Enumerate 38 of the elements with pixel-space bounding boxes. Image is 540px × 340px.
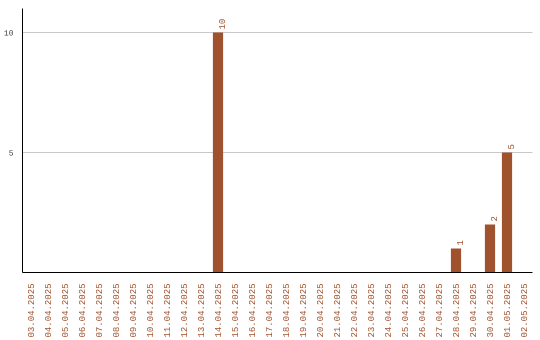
x-tick-label: 18.04.2025	[282, 283, 292, 338]
x-tick-label: 04.04.2025	[44, 283, 54, 338]
data-label: 1	[456, 240, 466, 246]
bar	[450, 248, 462, 272]
x-tick-label: 07.04.2025	[95, 283, 105, 338]
x-tick-label: 21.04.2025	[333, 283, 343, 338]
data-label: 2	[490, 216, 500, 222]
x-tick-label: 10.04.2025	[146, 283, 156, 338]
x-tick-label: 14.04.2025	[214, 283, 224, 338]
x-tick-label: 15.04.2025	[231, 283, 241, 338]
x-tick-label: 11.04.2025	[163, 283, 173, 338]
x-tick-label: 05.04.2025	[61, 283, 71, 338]
bar	[212, 32, 224, 272]
x-tick-label: 23.04.2025	[367, 283, 377, 338]
x-tick-label: 16.04.2025	[248, 283, 258, 338]
x-tick-label: 08.04.2025	[112, 283, 122, 338]
x-tick-label: 22.04.2025	[350, 283, 360, 338]
x-tick-label: 13.04.2025	[197, 283, 207, 338]
x-tick-label: 24.04.2025	[384, 283, 394, 338]
x-tick-label: 01.05.2025	[503, 283, 513, 338]
x-tick-label: 03.04.2025	[27, 283, 37, 338]
x-tick-label: 09.04.2025	[129, 283, 139, 338]
bar	[502, 152, 512, 272]
x-tick-label: 27.04.2025	[435, 283, 445, 338]
x-tick-label: 20.04.2025	[316, 283, 326, 338]
x-tick-label: 17.04.2025	[265, 283, 275, 338]
x-tick-label: 02.05.2025	[520, 283, 530, 338]
data-label: 5	[507, 144, 517, 150]
x-tick-label: 28.04.2025	[452, 283, 462, 338]
x-tick-label: 26.04.2025	[418, 283, 428, 338]
x-tick-label: 25.04.2025	[401, 283, 411, 338]
x-tick-label: 29.04.2025	[469, 283, 479, 338]
x-tick-label: 19.04.2025	[299, 283, 309, 338]
x-tick-label: 06.04.2025	[78, 283, 88, 338]
x-tick-label: 30.04.2025	[486, 283, 496, 338]
data-label: 10	[218, 18, 228, 30]
x-tick-label: 12.04.2025	[180, 283, 190, 338]
bar	[484, 224, 496, 272]
